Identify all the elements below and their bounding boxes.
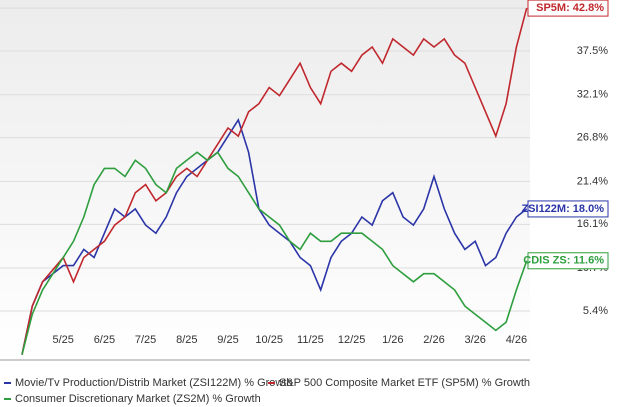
plot-area [0,0,530,360]
y-tick-label: 16.1% [577,218,608,230]
end-label-text: SP5M: 42.8% [536,2,604,14]
x-tick-label: 6/25 [94,334,115,346]
y-tick-label: 5.4% [583,305,608,317]
legend-label: Movie/Tv Production/Distrib Market (ZSI1… [15,377,293,389]
series-line [21,7,528,355]
x-tick-label: 8/25 [176,334,197,346]
series-line [21,118,528,355]
y-tick-label: 37.5% [577,45,608,57]
legend-label: S&P 500 Composite Market ETF (SP5M) % Gr… [279,377,530,389]
end-label-box [527,0,609,17]
end-label: SP5M: 42.8% [527,0,609,17]
y-tick-label: 26.8% [577,132,608,144]
legend-label: Consumer Discretionary Market (ZS2M) % G… [15,393,261,405]
x-tick-label: 3/26 [464,334,485,346]
x-tick-label: 12/25 [338,334,366,346]
end-label: CDIS ZS: 11.6% [523,252,609,270]
end-label-box [527,252,609,270]
x-tick-label: 5/25 [52,334,73,346]
series-line [21,151,528,355]
x-tick-label: 4/26 [506,334,527,346]
x-tick-label: 7/25 [135,334,156,346]
x-tick-label: 10/25 [255,334,283,346]
end-label-box [527,200,609,218]
y-tick-label: 32.1% [577,89,608,101]
y-tick-label: 21.4% [577,175,608,187]
x-tick-label: 9/25 [217,334,238,346]
end-label-text: ZSI122M: 18.0% [521,203,604,215]
x-tick-label: 1/26 [382,334,403,346]
x-tick-label: 2/26 [423,334,444,346]
end-label: ZSI122M: 18.0% [521,200,609,218]
end-label-text: CDIS ZS: 11.6% [523,255,604,267]
x-tick-label: 11/25 [297,334,324,346]
